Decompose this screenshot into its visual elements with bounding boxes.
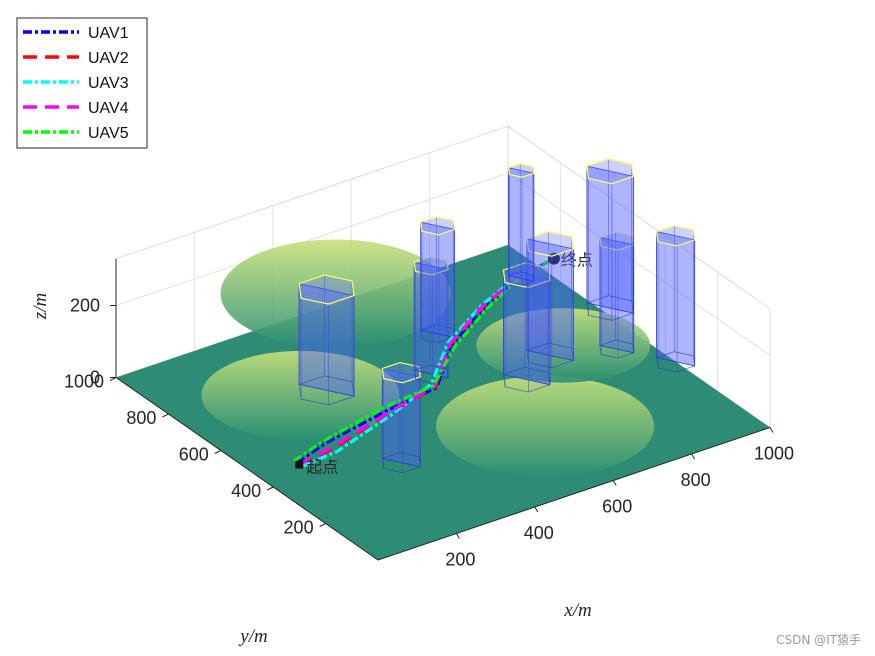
x-tick-label: 1000 xyxy=(754,444,794,464)
obstacle-bottom xyxy=(599,339,635,359)
obstacle-bottom xyxy=(298,375,355,406)
obstacle-9 xyxy=(586,158,635,321)
obstacle-bottom xyxy=(526,342,574,369)
obstacle-bottom xyxy=(656,351,696,373)
terrain-hill-4 xyxy=(476,308,651,383)
obstacle-10 xyxy=(655,225,696,373)
obstacle-7 xyxy=(507,163,535,286)
terrain-hill-1 xyxy=(436,376,655,477)
x-tick-mark xyxy=(455,533,460,539)
end-label: 终点 xyxy=(561,251,593,270)
obstacle-bottom xyxy=(586,295,634,321)
y-axis-label: y/m xyxy=(238,626,267,647)
obstacle-4 xyxy=(420,216,456,344)
obstacle-bottom xyxy=(508,271,535,286)
y-tick-label: 800 xyxy=(126,408,156,428)
y-tick-mark xyxy=(162,413,169,418)
x-tick-mark xyxy=(691,453,696,460)
x-tick-label: 400 xyxy=(524,523,554,543)
x-tick-label: 200 xyxy=(445,550,475,570)
terrain-hill-2 xyxy=(220,239,451,348)
obstacle-bottom xyxy=(381,452,421,474)
x-tick-mark xyxy=(769,427,774,433)
legend-label-uav3: UAV3 xyxy=(88,75,129,92)
y-tick-mark xyxy=(319,523,326,527)
obstacle-top xyxy=(298,274,355,305)
legend: UAV1 UAV2 UAV3 UAV4 UAV5 xyxy=(16,17,148,149)
obstacle-top xyxy=(507,163,535,178)
terrain-surface xyxy=(116,239,770,560)
obstacle-top xyxy=(381,361,421,384)
x-tick-label: 600 xyxy=(602,497,632,517)
obstacle-bottom xyxy=(413,364,449,384)
y-axis-line xyxy=(115,377,379,561)
y-tick-label: 1000 xyxy=(64,372,104,392)
y-tick-label: 400 xyxy=(231,481,261,501)
legend-label-uav4: UAV4 xyxy=(88,100,129,117)
obstacles-front xyxy=(502,158,696,393)
obstacle-6 xyxy=(526,230,575,369)
y-tick-label: 600 xyxy=(179,445,209,465)
watermark: CSDN @IT猿手 xyxy=(776,633,861,647)
x-tick-label: 800 xyxy=(681,470,711,490)
obstacle-side xyxy=(381,368,421,468)
x-axis-line xyxy=(377,427,771,561)
start-marker xyxy=(295,460,304,469)
obstacle-1 xyxy=(381,361,421,474)
y-tick-mark xyxy=(266,486,274,491)
obstacle-top xyxy=(526,230,575,257)
legend-label-uav5: UAV5 xyxy=(88,125,129,142)
start-label: 起点 xyxy=(306,458,338,477)
obstacle-3 xyxy=(413,256,449,384)
y-tick-label: 200 xyxy=(284,518,314,538)
obstacle-top xyxy=(413,256,449,276)
obstacle-2 xyxy=(298,274,355,406)
obstacle-side xyxy=(586,165,634,314)
obstacle-top xyxy=(420,216,456,236)
legend-box xyxy=(16,17,148,149)
legend-label-uav2: UAV2 xyxy=(88,50,129,67)
y-tick-mark xyxy=(214,450,222,454)
obstacles-back xyxy=(298,216,456,474)
z-tick-label: 0 xyxy=(90,368,100,388)
x-axis-label: x/m xyxy=(563,600,591,621)
obstacle-side xyxy=(420,221,455,338)
obstacle-bottom xyxy=(502,366,551,393)
obstacle-top xyxy=(655,225,696,247)
axes-ticks: 200400600800100020040060080010000200x/my… xyxy=(30,258,794,647)
x-tick-mark xyxy=(612,480,617,486)
legend-label-uav1: UAV1 xyxy=(88,25,129,42)
x-tick-mark xyxy=(534,506,539,513)
obstacle-side xyxy=(508,167,535,282)
path-uav3 xyxy=(301,257,555,468)
z-axis-label: z/m xyxy=(30,293,51,320)
z-tick-label: 200 xyxy=(70,296,100,316)
obstacle-side xyxy=(656,231,696,367)
obstacle-top xyxy=(586,158,635,185)
